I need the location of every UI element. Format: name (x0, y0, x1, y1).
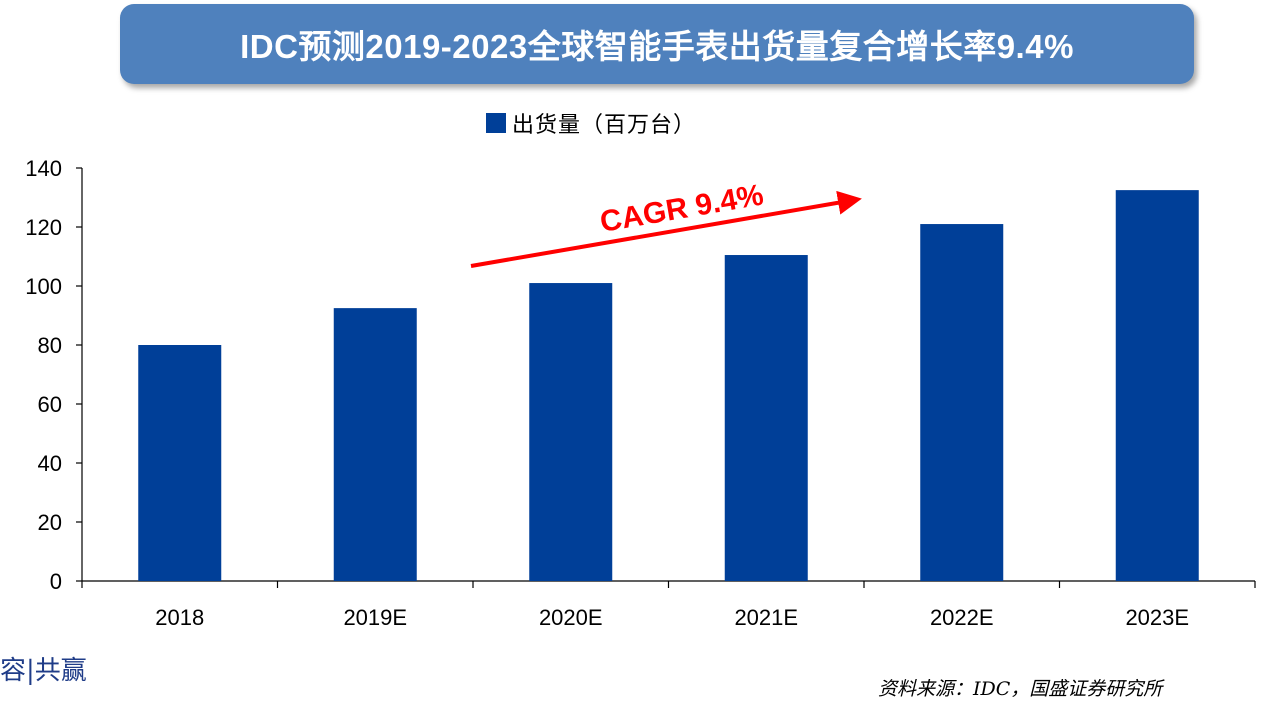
y-tick-label: 80 (38, 333, 62, 358)
bar (529, 283, 613, 581)
chart-title: IDC预测2019-2023全球智能手表出货量复合增长率9.4% (240, 28, 1074, 65)
x-tick-label: 2022E (930, 605, 994, 630)
bar (138, 345, 222, 581)
y-tick-label: 60 (38, 392, 62, 417)
y-tick-label: 20 (38, 510, 62, 535)
bar (724, 255, 808, 581)
y-tick-label: 140 (25, 156, 62, 181)
y-tick-label: 40 (38, 451, 62, 476)
x-tick-label: 2023E (1125, 605, 1189, 630)
legend-label: 出货量（百万台） (512, 113, 697, 138)
x-tick-label: 2018 (155, 605, 204, 630)
legend-swatch (486, 113, 506, 133)
bar (333, 308, 417, 581)
y-tick-label: 100 (25, 274, 62, 299)
source-note: 资料来源：IDC，国盛证券研究所 (878, 678, 1163, 700)
title-banner: IDC预测2019-2023全球智能手表出货量复合增长率9.4% (120, 4, 1194, 84)
bar (1115, 190, 1199, 581)
y-tick-label: 0 (50, 569, 62, 594)
y-tick-label: 120 (25, 215, 62, 240)
x-tick-label: 2021E (734, 605, 798, 630)
x-tick-label: 2020E (539, 605, 603, 630)
x-tick-label: 2019E (343, 605, 407, 630)
legend: 出货量（百万台） (486, 108, 696, 138)
cagr-arrow (470, 190, 862, 268)
footer-slogan: 容|共赢 (0, 656, 87, 686)
bar (920, 224, 1004, 582)
